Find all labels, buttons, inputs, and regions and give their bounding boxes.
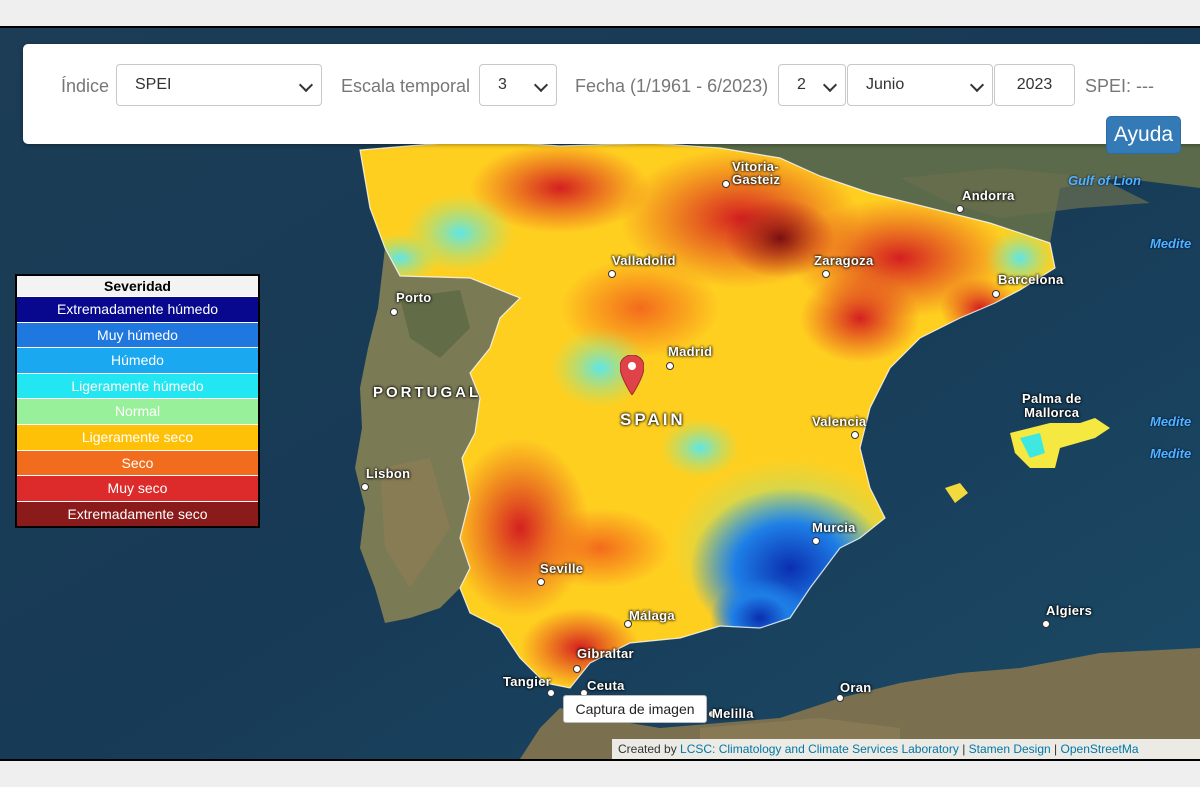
city-dot <box>537 578 545 586</box>
city-label-andorra: Andorra <box>962 188 1015 203</box>
city-label-zaragoza: Zaragoza <box>814 253 874 268</box>
city-label-oran: Oran <box>840 680 872 695</box>
year-input[interactable]: 2023 <box>994 64 1075 106</box>
city-label-vitoria: Vitoria- Gasteiz <box>732 159 781 187</box>
day-select-value: 2 <box>797 76 806 93</box>
sea-label-mediterranean-1: Medite <box>1150 236 1192 251</box>
date-label: Fecha (1/1961 - 6/2023) <box>575 76 769 96</box>
city-label-palma: Palma de Mallorca <box>1022 391 1082 420</box>
city-label-barcelona: Barcelona <box>998 272 1064 287</box>
legend-item-very-dry: Muy seco <box>17 475 258 501</box>
attribution-stamen-link[interactable]: Stamen Design <box>968 742 1051 756</box>
city-label-malaga: Málaga <box>629 608 675 623</box>
city-label-gibraltar: Gibraltar <box>577 646 634 661</box>
legend-title: Severidad <box>17 276 258 296</box>
city-label-lisbon: Lisbon <box>366 466 411 481</box>
sea-label-gulf-of-lion: Gulf of Lion <box>1068 173 1141 188</box>
city-dot <box>836 694 844 702</box>
city-dot <box>822 270 830 278</box>
attribution-prefix: Created by <box>618 742 677 756</box>
legend-item-very-wet: Muy húmedo <box>17 321 258 348</box>
capture-image-button[interactable]: Captura de imagen <box>563 695 707 723</box>
attribution-lcsc-link[interactable]: LCSC: Climatology and Climate Services L… <box>680 742 959 756</box>
city-label-melilla: Melilla <box>712 706 754 721</box>
legend-item-wet: Húmedo <box>17 347 258 373</box>
time-scale-label: Escala temporal <box>341 76 471 96</box>
sea-label-mediterranean-3: Medite <box>1150 446 1192 461</box>
city-label-porto: Porto <box>396 290 432 305</box>
location-marker-icon[interactable] <box>620 355 644 395</box>
city-dot <box>390 308 398 316</box>
legend-item-slightly-dry: Ligeramente seco <box>17 423 258 450</box>
severity-legend: Severidad Extremadamente húmedo Muy húme… <box>15 274 260 529</box>
city-dot <box>547 689 555 697</box>
city-dot <box>956 205 964 213</box>
index-label: Índice <box>61 76 110 96</box>
chevron-down-icon <box>533 77 549 93</box>
city-label-seville: Seville <box>540 561 584 576</box>
attribution-separator: | <box>1054 742 1058 756</box>
city-dot <box>708 710 716 718</box>
sea-label-mediterranean-2: Medite <box>1150 414 1192 429</box>
chevron-down-icon <box>969 77 985 93</box>
controls-toolbar: Índice SPEI Escala temporal 3 Fecha (1/1… <box>23 44 1200 154</box>
attribution-separator: | <box>962 742 966 756</box>
index-select[interactable]: SPEI <box>116 64 322 106</box>
city-label-murcia: Murcia <box>812 520 856 535</box>
index-select-value: SPEI <box>135 76 172 93</box>
chevron-down-icon <box>298 77 314 93</box>
city-label-valladolid: Valladolid <box>612 253 676 268</box>
help-button[interactable]: Ayuda <box>1106 116 1181 154</box>
legend-item-extremely-dry: Extremadamente seco <box>17 500 258 527</box>
city-dot <box>608 270 616 278</box>
city-dot <box>666 362 674 370</box>
map-view[interactable]: PORTUGAL SPAIN Gulf of Lion Medite Medit… <box>0 28 1200 759</box>
spei-readout: SPEI: --- <box>1085 76 1155 96</box>
month-select-value: Junio <box>866 76 905 93</box>
month-select[interactable]: Junio <box>847 64 993 106</box>
legend-item-slightly-wet: Ligeramente húmedo <box>17 372 258 399</box>
city-dot <box>361 483 369 491</box>
city-label-tangier: Tangier <box>503 674 552 689</box>
map-frame: PORTUGAL SPAIN Gulf of Lion Medite Medit… <box>0 26 1200 761</box>
city-label-algiers: Algiers <box>1046 603 1093 618</box>
city-dot <box>573 665 581 673</box>
legend-item-normal: Normal <box>17 398 258 424</box>
country-label-spain: SPAIN <box>620 410 686 429</box>
chevron-down-icon <box>822 77 838 93</box>
city-dot <box>812 537 820 545</box>
day-select[interactable]: 2 <box>778 64 846 106</box>
time-scale-select-value: 3 <box>498 76 507 93</box>
city-dot <box>992 290 1000 298</box>
city-label-ceuta: Ceuta <box>587 678 625 693</box>
map-attribution: Created by LCSC: Climatology and Climate… <box>612 739 1200 759</box>
city-dot <box>851 431 859 439</box>
country-label-portugal: PORTUGAL <box>373 384 482 401</box>
city-label-madrid: Madrid <box>668 344 713 359</box>
legend-item-dry: Seco <box>17 449 258 476</box>
city-dot <box>624 620 632 628</box>
time-scale-select[interactable]: 3 <box>479 64 557 106</box>
city-dot <box>722 180 730 188</box>
attribution-osm-link[interactable]: OpenStreetMa <box>1060 742 1139 756</box>
city-dot <box>1042 620 1050 628</box>
legend-item-extremely-wet: Extremadamente húmedo <box>17 296 258 322</box>
city-label-valencia: Valencia <box>812 414 867 429</box>
